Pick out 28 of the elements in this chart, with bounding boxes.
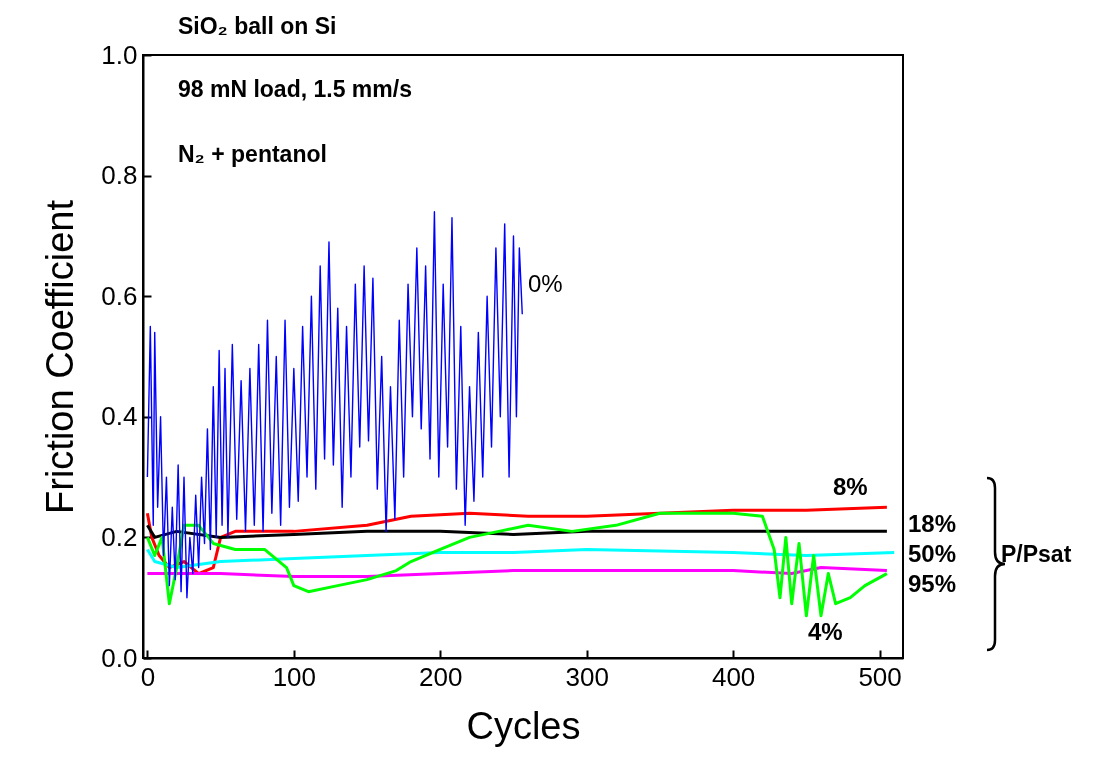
series-label: 8% — [833, 473, 868, 500]
y-axis-title: Friction Coefficient — [39, 199, 82, 514]
y-tick-label: 0.0 — [101, 642, 138, 673]
text: P/Psat — [1001, 541, 1072, 567]
line-series — [145, 547, 896, 570]
series-label: 0% — [528, 270, 563, 297]
series-label: 18% — [908, 510, 957, 537]
annotation: 98 mN load, 1.5 mm/s — [178, 76, 412, 102]
series-label: 50% — [908, 540, 957, 567]
line-series — [145, 511, 889, 618]
y-tick-label: 0.8 — [101, 160, 138, 191]
x-axis-title: Cycles — [466, 704, 581, 747]
annotation: N₂ + pentanol — [178, 141, 327, 167]
y-tick-label: 0.2 — [101, 521, 138, 552]
x-tick-label: 200 — [419, 661, 463, 692]
y-tick-label: 1.0 — [101, 39, 138, 70]
line-series — [146, 211, 523, 599]
x-tick-label: 400 — [711, 661, 756, 692]
x-tick-label: 0 — [140, 661, 156, 692]
line-series — [145, 566, 889, 579]
x-tick-label: 100 — [272, 661, 317, 692]
x-tick-label: 500 — [858, 661, 902, 692]
series-label: 95% — [908, 570, 957, 597]
text: SiO₂ ball on Si — [178, 13, 337, 39]
x-tick-label: 300 — [565, 661, 609, 692]
y-tick-label: 0.4 — [101, 401, 138, 432]
y-tick-label: 0.6 — [101, 280, 138, 311]
series-label: 4% — [808, 618, 843, 645]
